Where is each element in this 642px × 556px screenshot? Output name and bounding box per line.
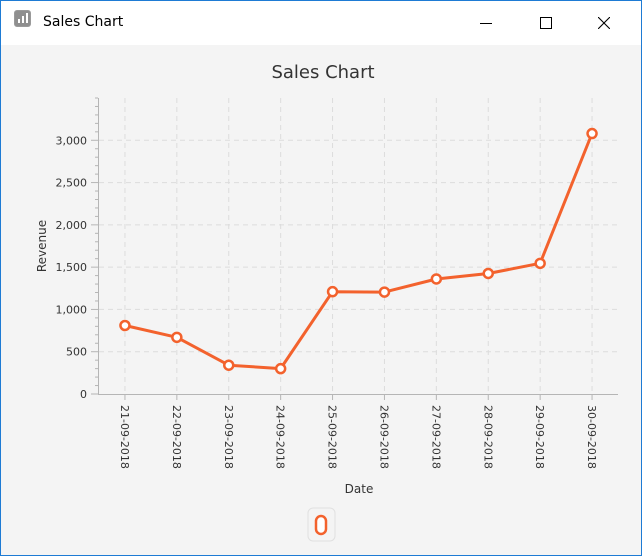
data-point[interactable]	[586, 127, 598, 140]
x-tick-label: 21-09-2018	[118, 405, 131, 469]
y-tick-label: 2,500	[56, 177, 88, 190]
line-chart: Sales Chart 0 500 1,000 1,500 2,000 2,500 3,00…	[35, 62, 618, 542]
title-bar[interactable]: Sales Chart	[1, 1, 641, 45]
y-axis: 0 500 1,000 1,500 2,000 2,500 3,000	[56, 97, 99, 401]
data-point[interactable]	[223, 359, 235, 371]
legend-item[interactable]	[307, 507, 336, 542]
data-point[interactable]	[430, 273, 443, 285]
x-tick-label: 27-09-2018	[429, 405, 442, 469]
data-point[interactable]	[326, 285, 339, 298]
maximize-icon	[540, 17, 552, 29]
x-tick-label: 26-09-2018	[377, 405, 390, 469]
close-icon	[598, 17, 610, 29]
data-point[interactable]	[171, 331, 183, 344]
data-point[interactable]	[534, 257, 546, 270]
data-point[interactable]	[378, 286, 391, 298]
data-point[interactable]	[274, 362, 287, 375]
y-tick-label: 1,000	[56, 303, 88, 316]
x-axis-label: Date	[345, 482, 374, 496]
x-tick-label: 30-09-2018	[585, 405, 598, 469]
data-point[interactable]	[119, 319, 131, 332]
x-axis: 21-09-2018 22-09-2018 23-09-2018 24-09-2018…	[98, 394, 618, 469]
y-tick-label: 500	[66, 346, 87, 359]
minimize-button[interactable]	[463, 1, 509, 45]
maximize-button[interactable]	[523, 1, 569, 45]
window-title: Sales Chart	[43, 14, 124, 30]
series-line-group	[119, 127, 598, 375]
y-tick-label: 3,000	[56, 134, 88, 147]
x-tick-label: 25-09-2018	[326, 405, 339, 469]
minimize-icon	[480, 23, 492, 24]
y-tick-label: 0	[80, 388, 87, 401]
x-tick-label: 24-09-2018	[274, 405, 287, 469]
chart-area: Sales Chart 0 500 1,000 1,500 2,000 2,500 3,00…	[1, 45, 641, 555]
close-button[interactable]	[581, 1, 627, 45]
y-axis-label: Revenue	[35, 220, 49, 272]
data-point[interactable]	[482, 267, 494, 280]
x-tick-label: 29-09-2018	[533, 405, 546, 469]
bar-chart-icon	[14, 10, 31, 27]
series-line	[123, 132, 594, 371]
x-tick-label: 22-09-2018	[170, 405, 183, 469]
chart-title: Sales Chart	[271, 62, 374, 83]
y-tick-label: 2,000	[56, 219, 88, 232]
y-tick-label: 1,500	[56, 261, 88, 274]
grid-lines	[99, 98, 618, 394]
x-tick-label: 28-09-2018	[481, 405, 494, 469]
legend-symbol	[314, 514, 328, 536]
x-tick-label: 23-09-2018	[222, 405, 235, 469]
legend-box	[307, 507, 336, 542]
